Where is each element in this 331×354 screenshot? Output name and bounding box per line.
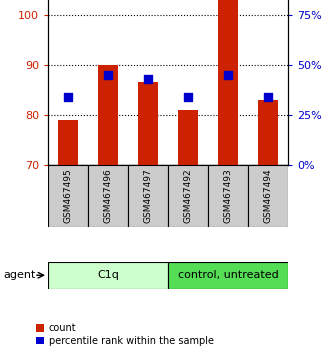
Text: GSM467497: GSM467497: [143, 168, 153, 223]
Text: agent: agent: [3, 270, 36, 280]
Bar: [128, 165, 168, 227]
Bar: [168, 262, 288, 289]
Text: GSM467494: GSM467494: [263, 168, 272, 223]
Point: [265, 94, 271, 99]
Legend: count, percentile rank within the sample: count, percentile rank within the sample: [36, 324, 214, 346]
Point: [105, 72, 111, 78]
Bar: [168, 165, 208, 227]
Bar: [58, 120, 78, 165]
Point: [225, 72, 231, 78]
Bar: [138, 82, 158, 165]
Bar: [178, 110, 198, 165]
Bar: [48, 165, 88, 227]
Bar: [98, 64, 118, 165]
Bar: [258, 99, 278, 165]
Text: GSM467495: GSM467495: [64, 168, 72, 223]
Bar: [218, 0, 238, 165]
Text: GSM467496: GSM467496: [104, 168, 113, 223]
Text: C1q: C1q: [97, 270, 119, 280]
Text: GSM467492: GSM467492: [183, 168, 193, 223]
Bar: [248, 165, 288, 227]
Point: [145, 76, 151, 81]
Bar: [88, 165, 128, 227]
Point: [65, 94, 71, 99]
Bar: [48, 262, 168, 289]
Text: control, untreated: control, untreated: [178, 270, 278, 280]
Point: [185, 94, 191, 99]
Bar: [208, 165, 248, 227]
Text: GSM467493: GSM467493: [223, 168, 232, 223]
